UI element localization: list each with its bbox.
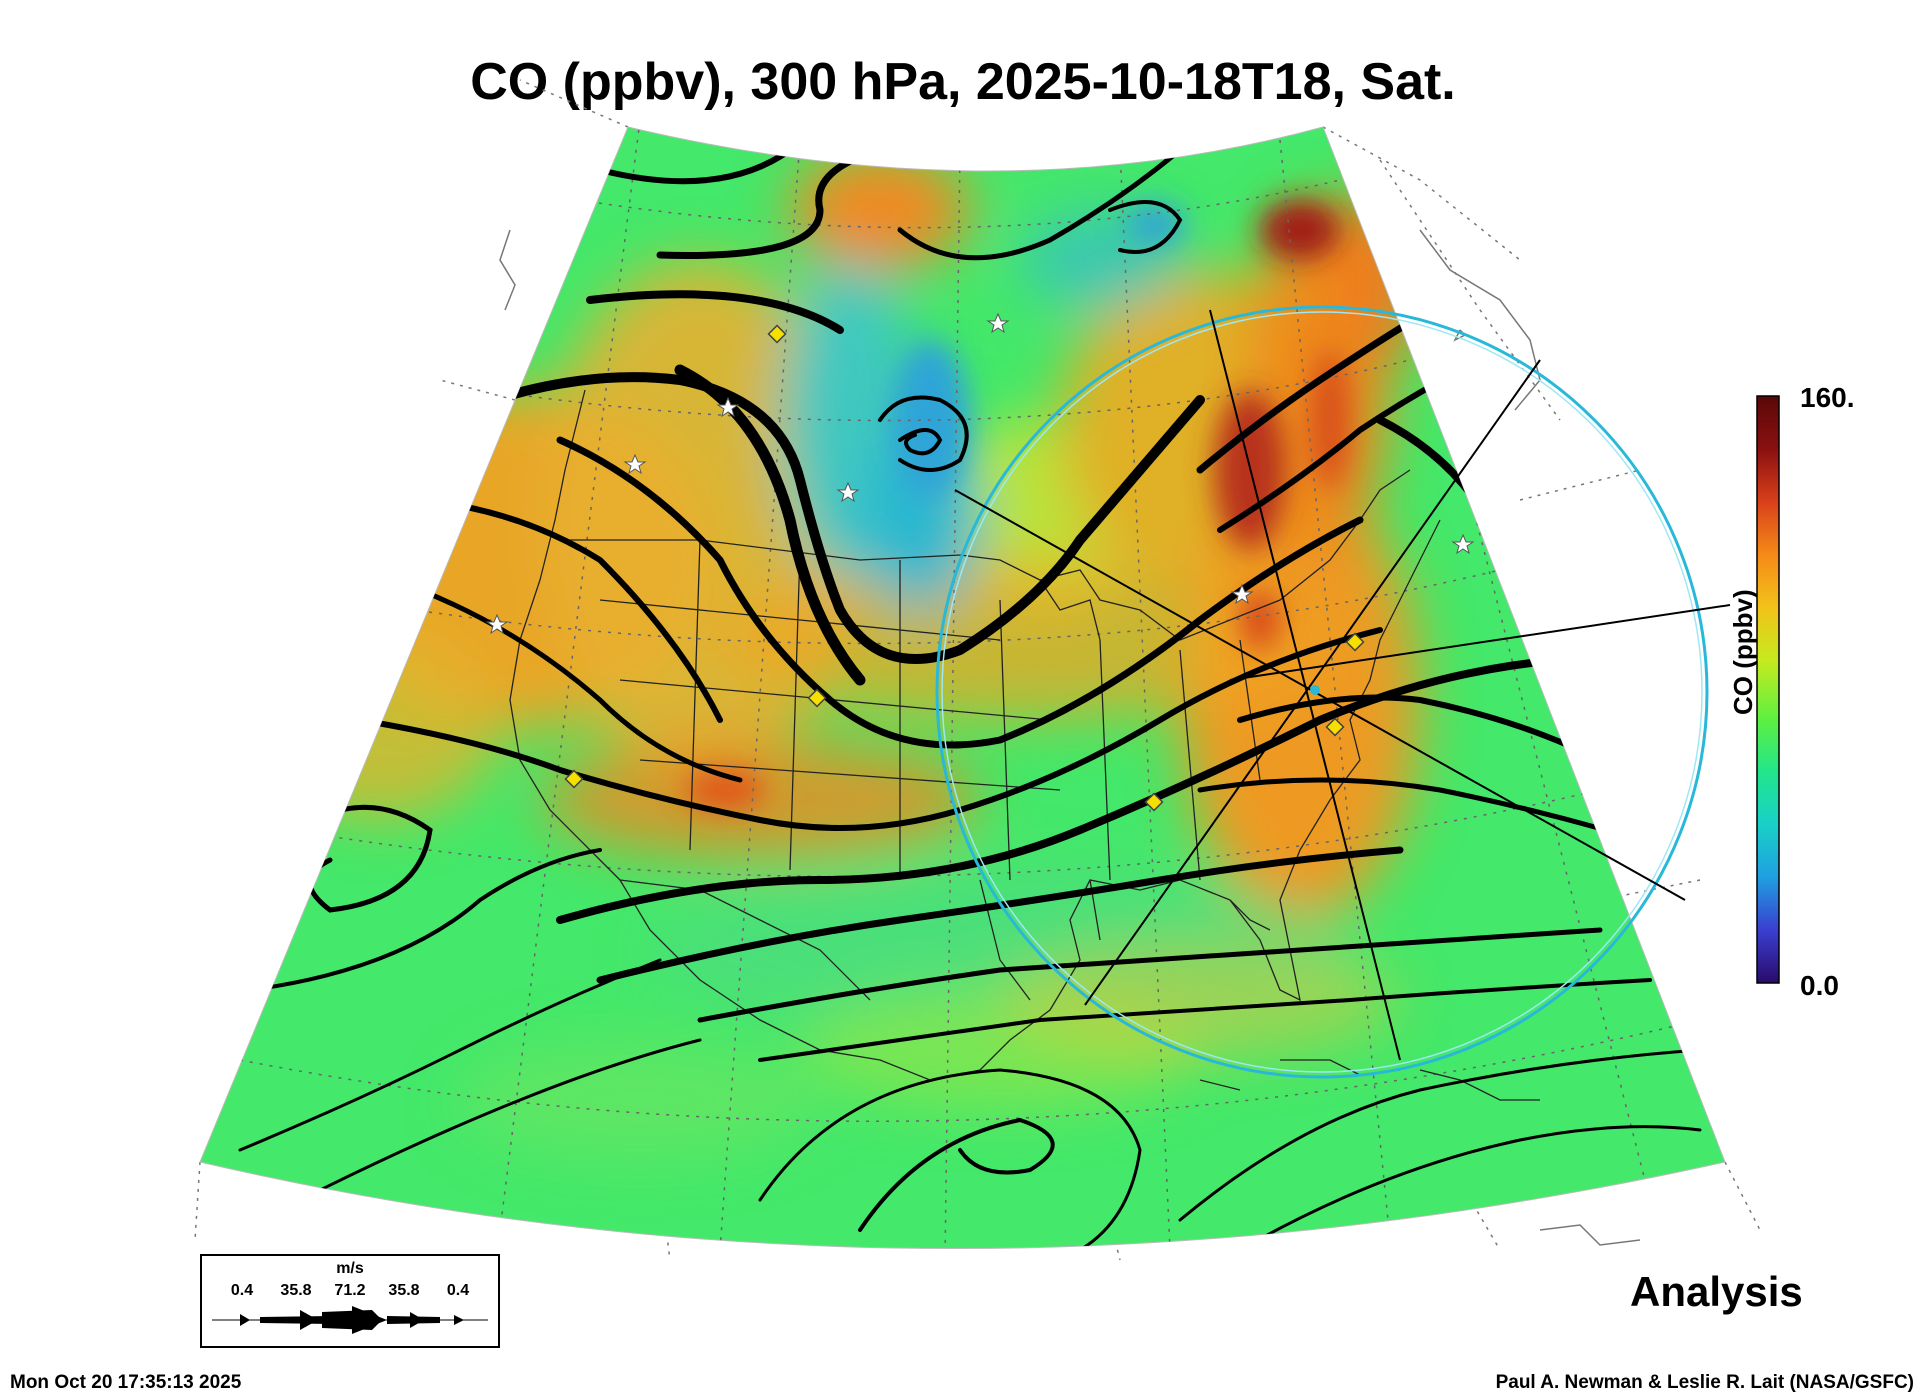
graticule-outer [194,79,1761,1261]
analysis-label: Analysis [1630,1268,1803,1315]
range-ring [935,305,1709,1079]
flight-tracks [954,309,1731,1061]
colorbar-axis-label: CO (ppbv) [1728,589,1758,715]
colorbar-min-label: 0.0 [1800,970,1839,1001]
co-field [200,127,1725,1249]
wind-legend-value: 71.2 [334,1282,366,1299]
timestamp: Mon Oct 20 17:35:13 2025 [10,1372,242,1393]
page-title: CO (ppbv), 300 hPa, 2025-10-18T18, Sat. [470,53,1456,111]
graticule [239,127,1701,1249]
colorbar [1756,395,1780,984]
wind-legend-arrow [212,1306,488,1334]
wind-legend-value: 0.4 [230,1282,254,1299]
station-markers [564,324,1365,812]
ring-center-marker [1310,685,1320,695]
credit-line: Paul A. Newman & Leslie R. Lait (NASA/GS… [1495,1372,1914,1393]
star-markers [485,312,1475,635]
wind-legend-value: 0.4 [446,1282,470,1299]
colorbar-max-label: 160. [1800,382,1855,413]
wind-streamlines [238,146,1702,1249]
wind-speed-legend: m/s 0.4 35.8 71.2 35.8 0.4 [200,1254,500,1348]
wind-legend-value: 35.8 [388,1282,420,1299]
wind-legend-unit: m/s [336,1260,364,1277]
wind-legend-value: 35.8 [280,1282,312,1299]
